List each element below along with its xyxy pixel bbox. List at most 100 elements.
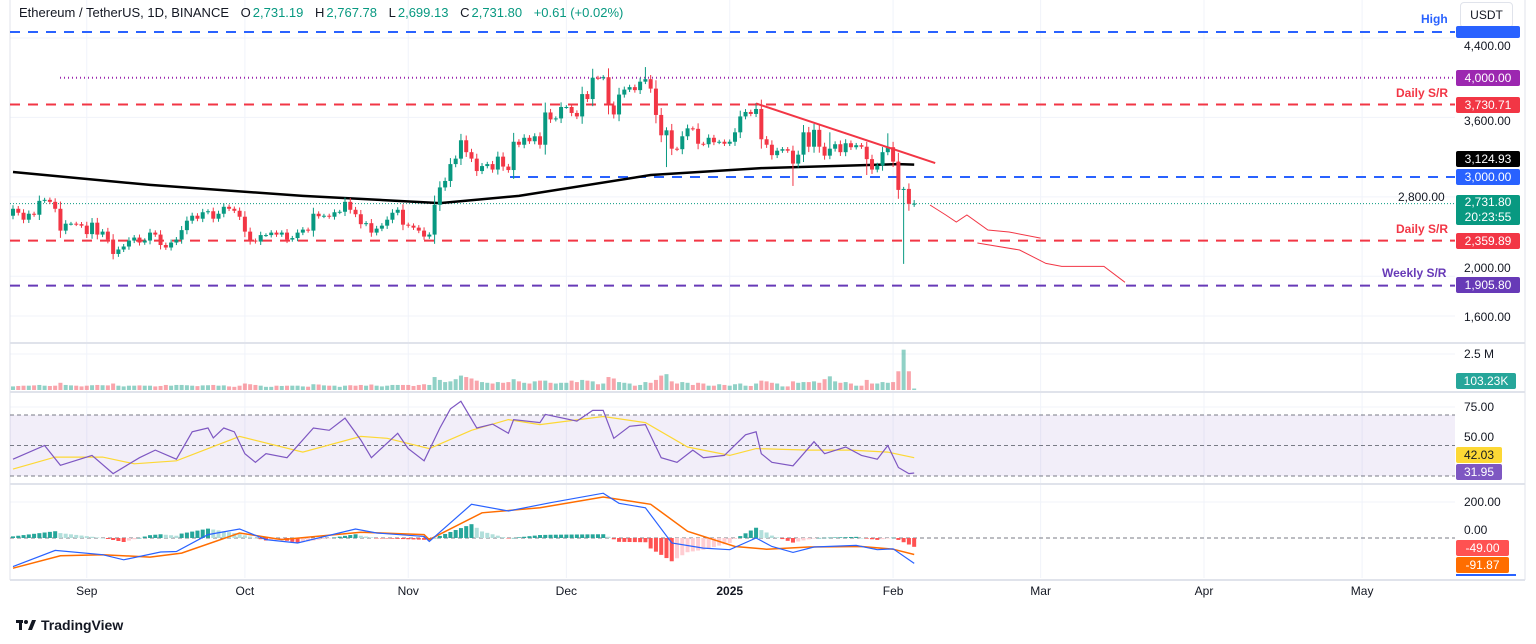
macd-histogram-bar	[854, 536, 859, 538]
macd-histogram-bar	[253, 537, 258, 539]
volume-bar	[137, 385, 142, 390]
tradingview-logo[interactable]: TradingView	[16, 617, 123, 633]
macd-histogram-bar	[100, 538, 105, 539]
candle-body	[564, 106, 569, 108]
macd-histogram-bar	[527, 536, 532, 538]
macd-histogram-bar	[179, 533, 184, 538]
volume-bar	[759, 380, 764, 390]
macd-histogram-bar	[353, 534, 358, 538]
volume-bar	[870, 383, 875, 390]
candle-body	[448, 164, 453, 181]
time-axis-label: 2025	[716, 584, 744, 598]
volume-bar	[511, 379, 516, 390]
price-tag-4000: 4,000.00	[1456, 70, 1520, 86]
macd-histogram-bar	[833, 537, 838, 538]
volume-bar	[105, 385, 110, 390]
candle-body	[343, 201, 348, 212]
macd-histogram-bar	[169, 535, 174, 538]
volume-bar	[148, 385, 153, 390]
macd-histogram-bar	[395, 538, 400, 539]
candle-body	[648, 79, 653, 89]
time-axis-label: Apr	[1194, 584, 1214, 598]
macd-histogram-bar	[664, 538, 669, 559]
candle-body	[248, 231, 253, 241]
volume-bar	[179, 384, 184, 390]
candle-body	[406, 224, 411, 226]
macd-histogram-bar	[711, 538, 716, 547]
macd-histogram-bar	[53, 531, 58, 538]
candle-body	[263, 235, 268, 237]
macd-histogram-bar	[63, 533, 68, 538]
macd-histogram-bar	[448, 531, 453, 538]
volume-bar	[295, 385, 300, 390]
volume-bar	[638, 384, 643, 390]
macd-histogram-bar	[163, 534, 168, 538]
candle-body	[490, 164, 495, 170]
currency-button[interactable]: USDT	[1460, 2, 1513, 28]
volume-bar	[63, 384, 68, 390]
volume-bar	[859, 385, 864, 390]
symbol-legend[interactable]: Ethereum / TetherUS, 1D, BINANCE O 2,731.…	[19, 5, 631, 20]
macd-histogram-bar	[790, 538, 795, 543]
volume-bar	[369, 384, 374, 390]
macd-histogram-bar	[864, 538, 869, 539]
volume-bar	[290, 385, 295, 390]
grid	[10, 0, 1455, 578]
volume-bar	[11, 386, 15, 390]
macd-histogram-bar	[68, 534, 73, 538]
candle-body	[126, 240, 131, 247]
macd-histogram-bar	[190, 531, 195, 538]
volume-bar	[74, 385, 79, 390]
drawings[interactable]	[755, 102, 1126, 283]
candle-body	[179, 230, 184, 240]
macd-histogram-bar	[221, 531, 226, 538]
volume-bar	[880, 382, 885, 390]
macd-histogram-bar	[885, 538, 890, 539]
time-axis-label: Mar	[1030, 584, 1051, 598]
volume-bar	[885, 382, 890, 390]
volume-bar	[912, 388, 917, 390]
macd-histogram-bar	[743, 533, 748, 538]
volume-bar	[643, 382, 648, 390]
volume-bar	[785, 386, 790, 390]
volume-bar	[680, 382, 685, 390]
candle-body	[453, 158, 458, 165]
candle-body	[627, 87, 632, 90]
volume-bar	[321, 385, 326, 390]
volume-bar	[258, 385, 263, 390]
macd-histogram-bar	[648, 538, 653, 549]
volume-bar	[448, 381, 453, 390]
macd-histogram-bar	[364, 536, 369, 538]
candle-body	[511, 141, 516, 171]
volume-bar	[200, 385, 205, 390]
volume-bar	[253, 384, 258, 390]
candle-body	[184, 220, 189, 231]
macd-histogram-bar	[74, 534, 79, 538]
volume-bar	[300, 386, 305, 390]
ma200-path	[12, 162, 915, 205]
volume-bar	[590, 381, 595, 390]
price-axis-tick: 2,800.00	[1398, 190, 1445, 204]
macd-histogram-bar	[458, 528, 463, 538]
candle-body	[801, 132, 806, 155]
volume-bar	[174, 384, 179, 390]
candle-body	[379, 225, 384, 229]
candle-body	[348, 201, 353, 210]
candle-body	[717, 141, 722, 143]
volume-bar	[611, 378, 616, 390]
macd-histogram-bar	[659, 538, 664, 555]
macd-histogram-bar	[148, 535, 153, 538]
candle-body	[279, 232, 284, 235]
candle-body	[416, 227, 421, 231]
candle-body	[590, 77, 595, 100]
volume-bar	[79, 386, 84, 390]
candle-body	[58, 208, 63, 231]
rsi-tick-50: 50.00	[1464, 430, 1495, 444]
volume-bar	[822, 379, 827, 390]
volume-bar	[142, 385, 147, 390]
last-price-tag: 2,731.80 20:23:55	[1456, 195, 1520, 225]
volume-bar	[659, 375, 664, 390]
candle-body	[74, 223, 79, 225]
macd-histogram-bar	[574, 534, 579, 538]
